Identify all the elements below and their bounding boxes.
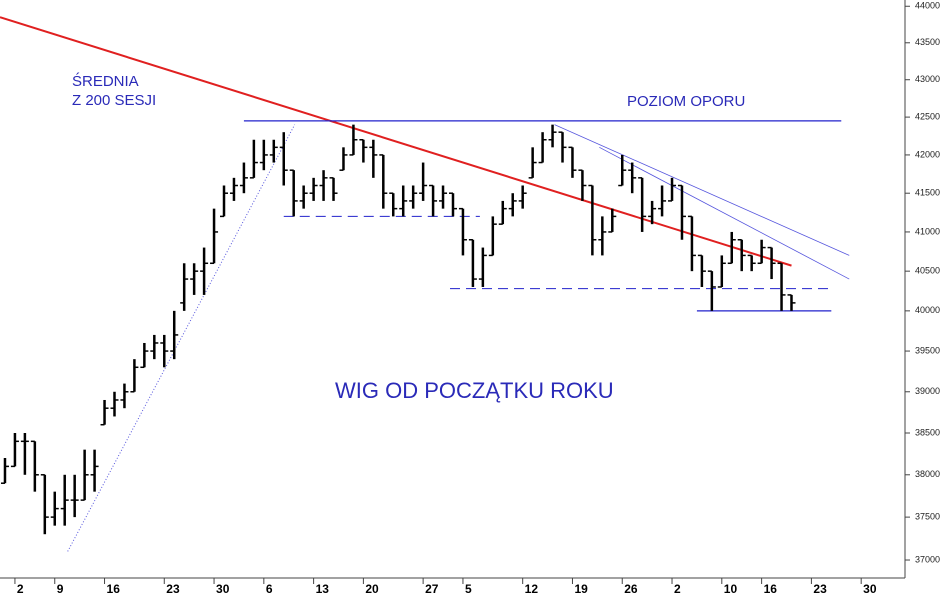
x-tick-label: 23 (166, 582, 180, 593)
y-tick-label: 40500 (915, 266, 940, 276)
x-tick-label: 19 (574, 582, 588, 593)
x-tick-label: 13 (316, 582, 330, 593)
y-tick-label: 40000 (915, 305, 940, 315)
annotation: POZIOM OPORU (627, 93, 745, 110)
x-tick-label: 30 (863, 582, 877, 593)
y-tick-label: 38000 (915, 469, 940, 479)
y-tick-label: 37000 (915, 554, 940, 564)
x-tick-label: 23 (813, 582, 827, 593)
overlay-line (599, 146, 850, 280)
x-tick-label: 2 (17, 582, 24, 593)
x-tick-label: 9 (57, 582, 64, 593)
y-tick-label: 37500 (915, 511, 940, 521)
overlay-line (0, 16, 792, 267)
x-tick-label: 16 (107, 582, 121, 593)
y-tick-label: 39500 (915, 345, 940, 355)
x-tick-label: 10 (724, 582, 738, 593)
overlay-line (67, 124, 296, 552)
y-tick-label: 42500 (915, 111, 940, 121)
x-tick-label: 5 (465, 582, 472, 593)
x-tick-label: 2 (674, 582, 681, 593)
x-tick-label: 16 (764, 582, 778, 593)
chart-title: WIG OD POCZĄTKU ROKU (335, 378, 614, 403)
y-tick-label: 43500 (915, 37, 940, 47)
overlay-line (554, 124, 850, 256)
y-tick-label: 44000 (915, 1, 940, 11)
x-tick-label: 30 (216, 582, 230, 593)
x-tick-label: 27 (425, 582, 439, 593)
y-tick-label: 42000 (915, 149, 940, 159)
y-tick-label: 38500 (915, 427, 940, 437)
y-tick-label: 43000 (915, 74, 940, 84)
annotation: ŚREDNIA (72, 72, 139, 90)
x-tick-label: 12 (525, 582, 539, 593)
y-tick-label: 41500 (915, 188, 940, 198)
x-tick-label: 26 (624, 582, 638, 593)
x-tick-label: 6 (266, 582, 273, 593)
y-tick-label: 41000 (915, 226, 940, 236)
annotation: Z 200 SESJI (72, 92, 156, 109)
y-tick-label: 39000 (915, 386, 940, 396)
x-tick-label: 20 (365, 582, 379, 593)
